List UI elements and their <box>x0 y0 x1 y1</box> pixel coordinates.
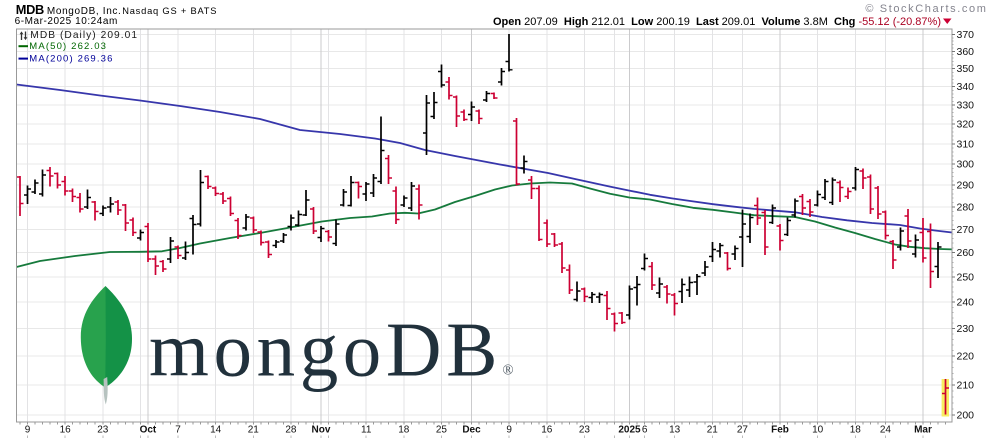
svg-text:© StockCharts.com: © StockCharts.com <box>865 3 987 15</box>
svg-text:350: 350 <box>957 63 975 75</box>
svg-text:300: 300 <box>957 159 975 171</box>
svg-text:13: 13 <box>669 425 681 436</box>
svg-text:9: 9 <box>25 425 31 436</box>
svg-text:260: 260 <box>957 247 975 259</box>
svg-text:360: 360 <box>957 46 975 58</box>
svg-text:2025: 2025 <box>618 425 641 436</box>
svg-text:16: 16 <box>541 425 553 436</box>
svg-text:Mar: Mar <box>914 425 932 436</box>
svg-text:230: 230 <box>957 323 975 335</box>
svg-text:Feb: Feb <box>771 425 789 436</box>
svg-text:28: 28 <box>285 425 297 436</box>
svg-text:14: 14 <box>210 425 222 436</box>
svg-text:9: 9 <box>506 425 512 436</box>
svg-text:370: 370 <box>957 29 975 41</box>
svg-text:250: 250 <box>957 271 975 283</box>
svg-text:11: 11 <box>361 425 372 436</box>
svg-text:MDB: MDB <box>16 2 44 17</box>
svg-text:21: 21 <box>707 425 719 436</box>
svg-text:Oct: Oct <box>140 425 157 436</box>
svg-text:18: 18 <box>398 425 410 436</box>
svg-text:MongoDB, Inc.: MongoDB, Inc. <box>47 6 122 17</box>
svg-text:290: 290 <box>957 180 975 192</box>
svg-text:18: 18 <box>850 425 862 436</box>
svg-text:16: 16 <box>60 425 72 436</box>
svg-text:340: 340 <box>957 81 975 93</box>
svg-text:7: 7 <box>175 425 181 436</box>
svg-text:mongoDB: mongoDB <box>149 307 502 393</box>
svg-text:MDB (Daily) 209.01: MDB (Daily) 209.01 <box>30 30 138 41</box>
svg-text:320: 320 <box>957 119 975 131</box>
svg-text:10: 10 <box>812 425 824 436</box>
svg-text:21: 21 <box>248 425 260 436</box>
svg-text:Nasdaq GS + BATS: Nasdaq GS + BATS <box>122 6 217 16</box>
svg-text:Open 207.09 High 212.01 Low: Open 207.09 High 212.01 Low 200.19 Last … <box>493 16 941 28</box>
svg-text:Nov: Nov <box>312 425 331 436</box>
svg-text:220: 220 <box>957 351 975 363</box>
svg-text:210: 210 <box>957 379 975 391</box>
svg-text:270: 270 <box>957 224 975 236</box>
svg-text:24: 24 <box>880 425 892 436</box>
svg-text:MA(200) 269.36: MA(200) 269.36 <box>29 54 113 65</box>
svg-text:240: 240 <box>957 297 975 309</box>
svg-text:23: 23 <box>97 425 109 436</box>
svg-text:23: 23 <box>579 425 591 436</box>
svg-text:®: ® <box>503 363 514 379</box>
svg-text:280: 280 <box>957 201 975 213</box>
svg-text:6-Mar-2025 10:24am: 6-Mar-2025 10:24am <box>15 16 118 27</box>
svg-text:310: 310 <box>957 138 975 150</box>
svg-text:27: 27 <box>737 425 749 436</box>
svg-text:MA(50) 262.03: MA(50) 262.03 <box>29 41 107 52</box>
svg-text:330: 330 <box>957 100 975 112</box>
svg-text:200: 200 <box>957 410 975 422</box>
svg-text:25: 25 <box>436 425 448 436</box>
svg-text:Dec: Dec <box>462 425 481 436</box>
svg-text:6: 6 <box>642 425 648 436</box>
